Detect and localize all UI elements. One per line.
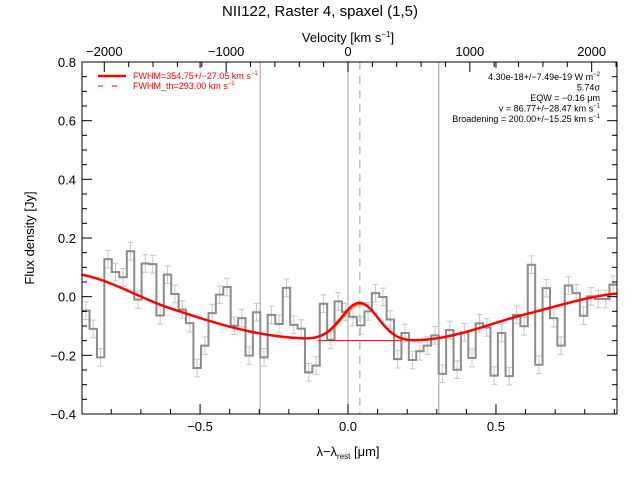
chart-title: NII122, Raster 4, spaxel (1,5) bbox=[222, 3, 418, 20]
x-tick-label: −0.5 bbox=[187, 419, 213, 434]
annotation-text: EQW = −0.16 μm bbox=[530, 93, 600, 103]
legend-label: FWHM_th=293.00 km s−1 bbox=[133, 81, 235, 91]
annotation-text: Broadening = 200.00+/−15.25 km s−1 bbox=[452, 114, 600, 124]
x-axis-label: λ−λrest [μm] bbox=[316, 444, 379, 461]
y-tick-label: −0.2 bbox=[50, 348, 76, 363]
y-axis-label: Flux density [Jy] bbox=[22, 191, 37, 284]
legend: FWHM=354.75+/−27.05 km s−1FWHM_th=293.00… bbox=[98, 71, 258, 91]
spectrum-step-line bbox=[82, 250, 617, 378]
x-tick-label: 0.5 bbox=[487, 419, 505, 434]
annotation-text: 4.30e-18+/−7.49e-19 W m−2 bbox=[488, 72, 601, 82]
x-tick-label: 0.0 bbox=[339, 419, 357, 434]
annotation-text: v = 86.77+/−28.47 km s−1 bbox=[499, 104, 601, 114]
x2-tick-label: −2000 bbox=[86, 44, 123, 59]
y-tick-label: −0.4 bbox=[50, 407, 76, 422]
x2-tick-label: 1000 bbox=[455, 44, 484, 59]
x2-tick-label: 0 bbox=[344, 44, 351, 59]
plot-area bbox=[81, 62, 617, 414]
y-tick-label: 0.2 bbox=[58, 231, 76, 246]
legend-label: FWHM=354.75+/−27.05 km s−1 bbox=[133, 71, 258, 81]
x2-axis-label: Velocity [km s−1] bbox=[302, 30, 394, 45]
y-tick-label: 0.4 bbox=[58, 172, 76, 187]
axes: −0.5 0.0 0.5 −2000 −1000 0 1000 2000 −0.4 −0.2 0.0… bbox=[50, 44, 618, 434]
y-tick-label: 0.6 bbox=[58, 114, 76, 129]
y-tick-label: 0.8 bbox=[58, 55, 76, 70]
x2-tick-label: −1000 bbox=[208, 44, 245, 59]
x2-tick-label: 2000 bbox=[577, 44, 606, 59]
fit-line bbox=[81, 273, 617, 342]
annotation-text: 5.74σ bbox=[577, 83, 601, 93]
y-tick-label: 0.0 bbox=[58, 290, 76, 305]
